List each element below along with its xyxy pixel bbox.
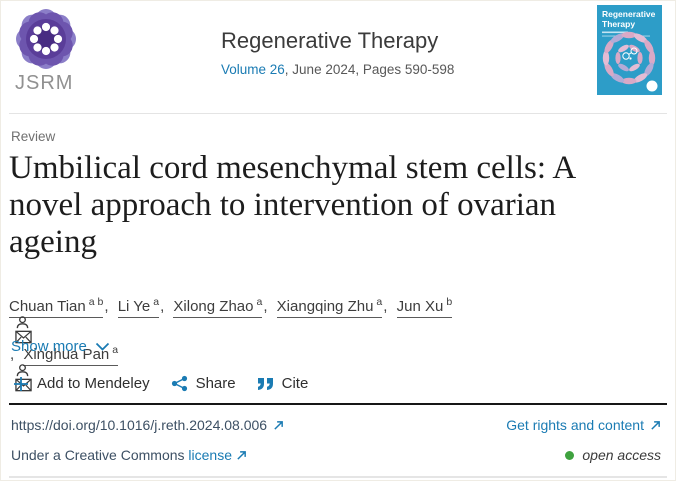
add-to-mendeley-button[interactable]: Add to Mendeley	[13, 375, 150, 392]
author-link[interactable]: Xinghua Pan a	[9, 344, 453, 392]
section-divider	[9, 403, 667, 405]
cover-center-diagram	[622, 47, 638, 60]
author-link[interactable]: Xiangqing Zhu a	[276, 296, 383, 318]
title-line-3: ageing	[9, 224, 97, 260]
author-list: Chuan Tian a b, Li Ye a, Xilong Zhao a, Xia…	[9, 296, 453, 392]
open-access-label: open access	[582, 447, 661, 463]
get-rights-link[interactable]: Get rights and content	[506, 417, 661, 433]
plus-icon	[14, 376, 28, 391]
author-separator: ,	[263, 298, 268, 315]
title-line-1: Umbilical cord mesenchymal stem cells: A	[9, 150, 577, 186]
open-access-badge: open access	[565, 447, 661, 463]
share-icon	[171, 375, 187, 392]
share-button[interactable]: Share	[171, 375, 236, 392]
cite-button[interactable]: Cite	[257, 375, 308, 392]
cover-title-line1: Regenerative	[602, 9, 656, 19]
license-link[interactable]: license	[188, 447, 232, 463]
envelope-icon	[15, 330, 32, 344]
license-row: Under a Creative Commons license open ac…	[11, 447, 661, 463]
author-link[interactable]: Xilong Zhao a	[173, 296, 263, 318]
author-link[interactable]: Chuan Tian a b	[9, 296, 104, 318]
cover-publisher-seal	[646, 80, 658, 92]
external-link-icon	[237, 451, 246, 460]
person-icon	[16, 364, 29, 377]
author-separator: ,	[104, 298, 109, 315]
author-separator: ,	[10, 346, 15, 363]
journal-title-link[interactable]: Regenerative Therapy	[221, 28, 439, 53]
jsrm-flower-icon	[16, 9, 76, 69]
jsrm-logo-text: JSRM	[15, 72, 74, 94]
volume-issue-line: Volume 26, June 2024, Pages 590-598	[221, 62, 454, 77]
show-more-button[interactable]: Show more	[11, 338, 110, 355]
cover-cell-ring	[602, 31, 656, 85]
header-divider	[9, 113, 667, 114]
article-type-label: Review	[11, 129, 56, 144]
journal-cover-thumbnail[interactable]: Regenerative Therapy	[597, 5, 662, 95]
author-separator: ,	[160, 298, 165, 315]
issue-info: , June 2024, Pages 590-598	[284, 62, 455, 77]
doi-row: https://doi.org/10.1016/j.reth.2024.08.0…	[11, 417, 661, 433]
open-access-dot	[565, 450, 575, 460]
volume-link[interactable]: Volume 26	[221, 62, 285, 77]
license-line: Under a Creative Commons license	[11, 447, 247, 463]
bottom-divider	[9, 476, 667, 478]
jsrm-logo[interactable]: JSRM	[14, 7, 98, 95]
title-line-2: novel approach to intervention of ovaria…	[9, 187, 557, 223]
article-title: Umbilical cord mesenchymal stem cells: A…	[9, 150, 676, 261]
article-toolbar: Add to Mendeley Share Cite	[13, 375, 308, 392]
cite-quote-icon	[257, 377, 273, 390]
doi-link[interactable]: https://doi.org/10.1016/j.reth.2024.08.0…	[11, 417, 284, 433]
external-link-icon	[651, 420, 660, 430]
journal-header: Regenerative Therapy Volume 26, June 202…	[221, 28, 454, 77]
person-icon	[16, 316, 29, 329]
external-link-icon	[274, 420, 283, 430]
chevron-down-icon	[95, 342, 110, 351]
author-separator: ,	[383, 298, 388, 315]
cover-title-line2: Therapy	[602, 19, 635, 29]
author-link[interactable]: Jun Xu b	[9, 296, 453, 344]
author-link[interactable]: Li Ye a	[117, 296, 160, 318]
